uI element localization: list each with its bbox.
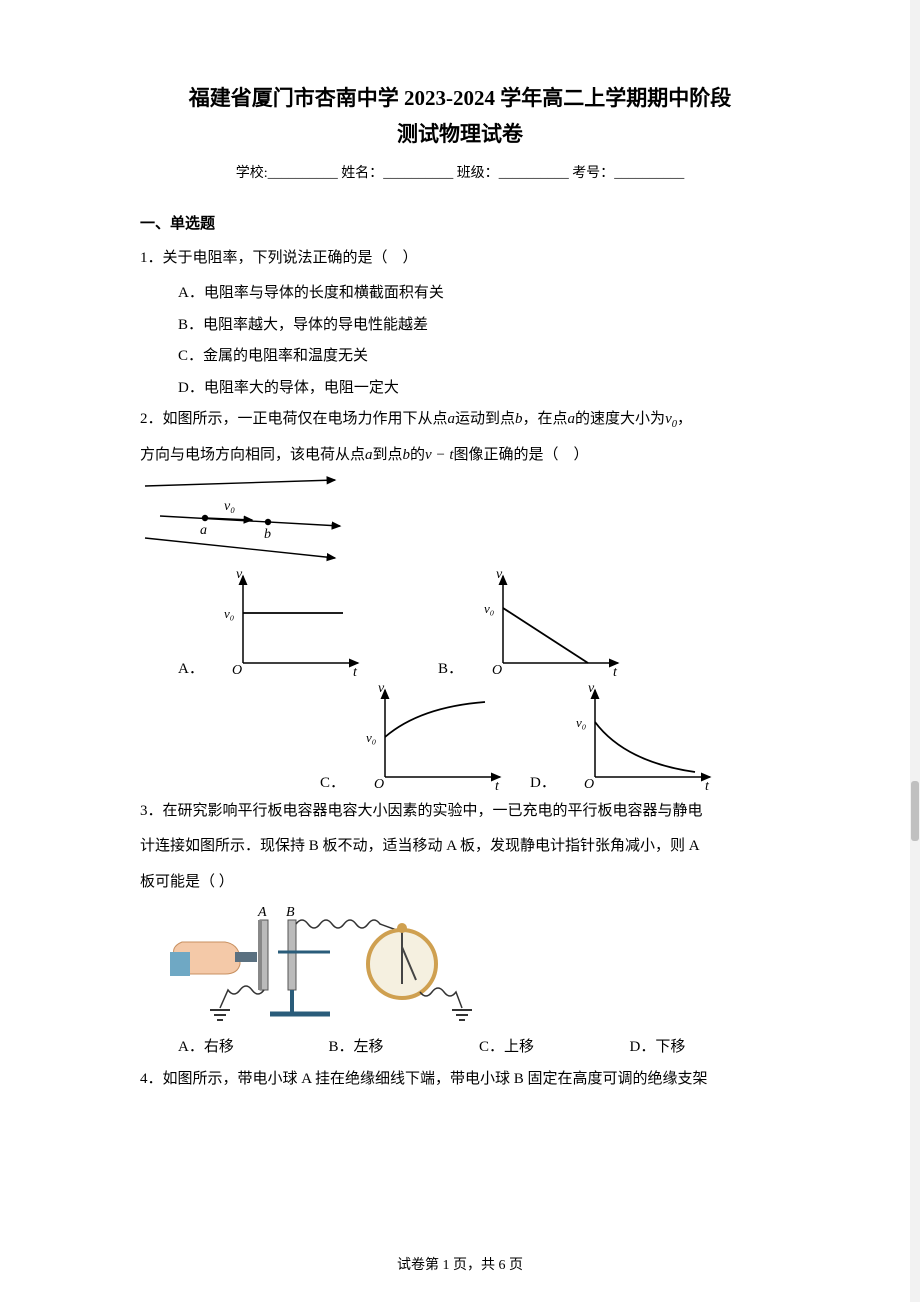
svg-text:v₀: v₀ bbox=[576, 715, 586, 730]
q2-optD-label: D． bbox=[530, 771, 570, 792]
svg-text:t: t bbox=[613, 665, 618, 678]
q2-text: 到点 bbox=[373, 447, 403, 463]
examno-label: 考号： bbox=[572, 166, 614, 181]
q3-opt-b: B．左移 bbox=[329, 1032, 480, 1064]
name-label: 姓名： bbox=[341, 166, 383, 181]
q1-opt-a: A．电阻率与导体的长度和横截面积有关 bbox=[140, 278, 780, 310]
student-info-line: 学校:__________ 姓名：__________ 班级：_________… bbox=[140, 162, 780, 182]
svg-text:t: t bbox=[495, 779, 500, 792]
q2-stem-line1: 2．如图所示，一正电荷仅在电场力作用下从点a运动到点b，在点a的速度大小为v0， bbox=[140, 404, 780, 436]
svg-text:b: b bbox=[264, 527, 271, 542]
svg-text:A: A bbox=[257, 905, 267, 920]
school-label: 学校: bbox=[236, 166, 268, 181]
q2-text: 2．如图所示，一正电荷仅在电场力作用下从点 bbox=[140, 411, 448, 427]
q3-stem-1: 3．在研究影响平行板电容器电容大小因素的实验中，一已充电的平行板电容器与静电 bbox=[140, 796, 780, 828]
blank: __________ bbox=[268, 166, 338, 181]
q3-options: A．右移 B．左移 C．上移 D．下移 bbox=[140, 1032, 780, 1064]
q3-apparatus-figure: A B bbox=[170, 902, 490, 1032]
section-heading: 一、单选题 bbox=[140, 212, 780, 233]
q2-comma: ， bbox=[677, 411, 692, 427]
svg-text:v₀: v₀ bbox=[484, 601, 494, 616]
q2-vt: v − t bbox=[425, 447, 453, 463]
svg-text:v: v bbox=[588, 682, 595, 696]
svg-text:B: B bbox=[286, 905, 295, 920]
q1-stem: 1．关于电阻率，下列说法正确的是（ ） bbox=[140, 243, 780, 275]
scrollbar-track[interactable] bbox=[910, 0, 920, 1302]
q2-graph-c: v t O v₀ bbox=[360, 682, 510, 792]
q2-b: b bbox=[515, 411, 523, 427]
svg-text:v: v bbox=[236, 568, 243, 582]
q2-text: 的速度大小为 bbox=[575, 411, 665, 427]
q2-text: 运动到点 bbox=[455, 411, 515, 427]
q2-a2: a bbox=[568, 411, 576, 427]
q2-optA-label: A． bbox=[178, 657, 218, 678]
q2-optB-label: B． bbox=[438, 657, 478, 678]
q2-b2: b bbox=[403, 447, 411, 463]
blank: __________ bbox=[383, 166, 453, 181]
q2-a: a bbox=[448, 411, 456, 427]
svg-text:v: v bbox=[496, 568, 503, 582]
svg-text:a: a bbox=[200, 523, 207, 538]
page-footer: 试卷第 1 页，共 6 页 bbox=[0, 1254, 920, 1274]
title-line-1: 福建省厦门市杏南中学 2023-2024 学年高二上学期期中阶段 bbox=[140, 80, 780, 118]
svg-text:v₀: v₀ bbox=[366, 730, 376, 745]
q2-opt-row-1: A． v t O v₀ B． v t O v₀ bbox=[140, 568, 780, 678]
svg-text:t: t bbox=[705, 779, 710, 792]
svg-text:v: v bbox=[378, 682, 385, 696]
svg-text:t: t bbox=[353, 665, 358, 678]
q2-field-diagram: a b v₀ bbox=[140, 476, 350, 564]
class-label: 班级： bbox=[457, 166, 499, 181]
q2-graph-d: v t O v₀ bbox=[570, 682, 720, 792]
q2-v0: v bbox=[665, 411, 672, 427]
q2-text: 的 bbox=[410, 447, 425, 463]
q1-opt-c: C．金属的电阻率和温度无关 bbox=[140, 341, 780, 373]
q2-optC-label: C． bbox=[320, 771, 360, 792]
q2-graph-b: v t O v₀ bbox=[478, 568, 628, 678]
q2-text: 图像正确的是（ ） bbox=[454, 447, 589, 463]
q3-opt-c: C．上移 bbox=[479, 1032, 630, 1064]
svg-text:v₀: v₀ bbox=[224, 606, 234, 621]
svg-text:v₀: v₀ bbox=[224, 499, 235, 514]
svg-text:O: O bbox=[492, 663, 502, 678]
q1-opt-b: B．电阻率越大，导体的导电性能越差 bbox=[140, 310, 780, 342]
blank: __________ bbox=[499, 166, 569, 181]
q2-opt-row-2: C． v t O v₀ D． v t O v₀ bbox=[140, 682, 780, 792]
q1-opt-d: D．电阻率大的导体，电阻一定大 bbox=[140, 373, 780, 405]
svg-text:O: O bbox=[584, 777, 594, 792]
q2-text: 方向与电场方向相同，该电荷从点 bbox=[140, 447, 365, 463]
q4-stem: 4．如图所示，带电小球 A 挂在绝缘细线下端，带电小球 B 固定在高度可调的绝缘… bbox=[140, 1064, 780, 1096]
q2-text: ，在点 bbox=[523, 411, 568, 427]
q3-stem-2: 计连接如图所示．现保持 B 板不动，适当移动 A 板，发现静电计指针张角减小，则… bbox=[140, 831, 780, 863]
q3-opt-d: D．下移 bbox=[630, 1032, 781, 1064]
svg-text:O: O bbox=[232, 663, 242, 678]
q2-graph-a: v t O v₀ bbox=[218, 568, 368, 678]
q3-stem-3: 板可能是（ ） bbox=[140, 867, 780, 899]
q3-opt-a: A．右移 bbox=[178, 1032, 329, 1064]
scrollbar-thumb[interactable] bbox=[911, 781, 919, 841]
q2-stem-line2: 方向与电场方向相同，该电荷从点a到点b的v − t图像正确的是（ ） bbox=[140, 440, 780, 472]
q2-a3: a bbox=[365, 447, 373, 463]
blank: __________ bbox=[614, 166, 684, 181]
title-line-2: 测试物理试卷 bbox=[140, 118, 780, 148]
svg-text:O: O bbox=[374, 777, 384, 792]
exam-page: 福建省厦门市杏南中学 2023-2024 学年高二上学期期中阶段 测试物理试卷 … bbox=[0, 0, 920, 1302]
